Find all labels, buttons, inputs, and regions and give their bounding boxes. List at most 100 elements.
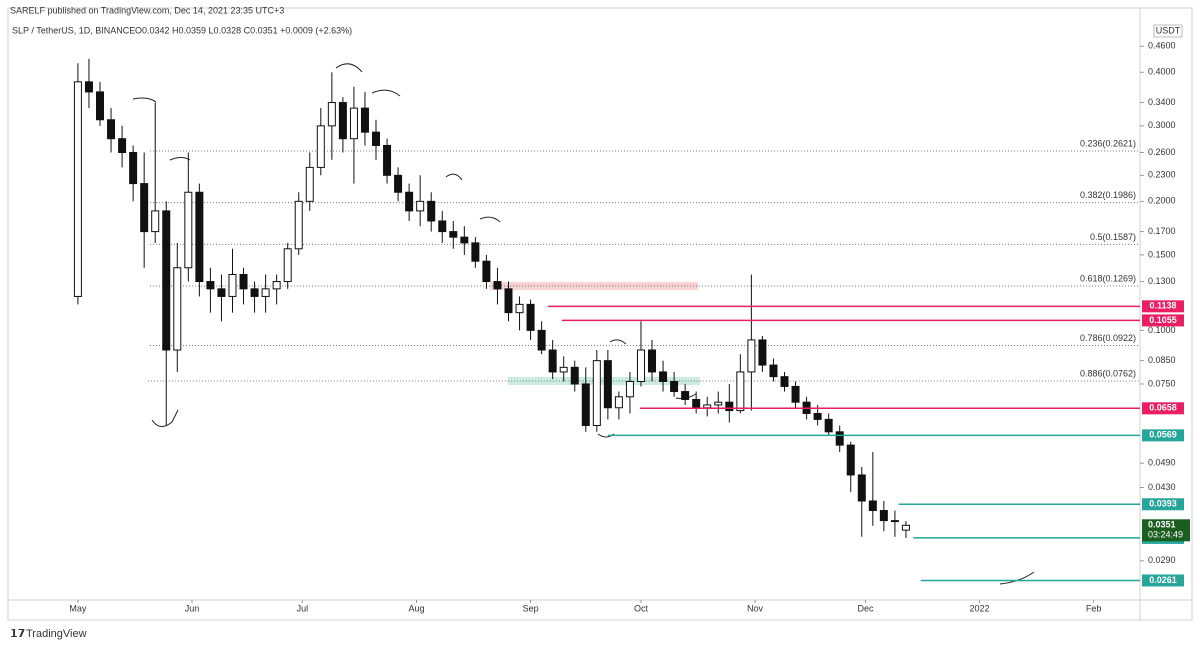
candle-body	[791, 385, 800, 403]
currency-box	[1153, 24, 1183, 38]
chart-title: SLP / TetherUS, 1D, BINANCE	[12, 25, 135, 35]
x-tick-label: Dec	[857, 603, 874, 613]
candle-body	[703, 404, 712, 409]
candle-body	[515, 303, 524, 314]
candle-body	[151, 210, 160, 233]
x-tick-label: Jun	[185, 603, 200, 613]
price-label-box	[1142, 402, 1184, 415]
candle-body	[96, 91, 105, 121]
x-tick-label: Jul	[297, 603, 309, 613]
candle-body	[184, 191, 193, 269]
arrow	[479, 216, 501, 223]
candle-body	[548, 349, 557, 373]
price-label-box	[1142, 429, 1184, 442]
arrow	[151, 409, 179, 427]
candle-body	[482, 260, 491, 283]
candle-body	[835, 431, 844, 446]
x-tick-label: Nov	[747, 603, 764, 613]
candle-body	[195, 191, 204, 283]
candle-body	[206, 281, 215, 290]
y-tick-label: 0.0290	[1148, 555, 1176, 565]
candle-body	[592, 360, 601, 426]
price-label: 0.0393	[1149, 499, 1177, 509]
brand: TradingView	[26, 628, 87, 640]
candle-body	[84, 81, 93, 93]
x-tick-label: May	[69, 603, 87, 613]
candle-body	[449, 231, 458, 238]
y-tick-label: 0.4000	[1148, 67, 1176, 77]
x-tick-label: 2022	[970, 603, 990, 613]
candle-body	[758, 339, 767, 366]
candle-body	[283, 248, 292, 283]
candle-body	[504, 288, 513, 314]
y-tick-label: 0.2000	[1148, 196, 1176, 206]
candle-body	[526, 303, 535, 331]
candle-body	[394, 174, 403, 193]
candle-body	[460, 236, 469, 244]
candle-body	[537, 329, 546, 351]
candle-body	[559, 366, 568, 373]
y-tick-label: 0.2600	[1148, 147, 1176, 157]
y-tick-label: 0.0490	[1148, 458, 1176, 468]
last-price-box	[1142, 519, 1190, 542]
arrow	[371, 89, 401, 97]
fib-label: 0.618(0.1269)	[1080, 273, 1136, 283]
candle-body	[614, 396, 623, 409]
candle-body	[581, 383, 590, 426]
x-tick-label: Feb	[1086, 603, 1102, 613]
candle-body	[493, 281, 502, 290]
y-tick-label: 0.0430	[1148, 482, 1176, 492]
arrow	[132, 97, 157, 103]
frame	[7, 7, 1193, 621]
fib-label: 0.786(0.0922)	[1080, 333, 1136, 343]
price-label-box	[1142, 300, 1184, 313]
y-tick-label: 0.4600	[1148, 41, 1176, 51]
candle-body	[636, 349, 645, 382]
candle-body	[316, 125, 325, 168]
candle-body	[372, 131, 381, 146]
candle-body	[692, 398, 701, 409]
countdown: 03:24:49	[1148, 530, 1183, 540]
currency: USDT	[1156, 25, 1181, 35]
logo-mark: 𝟭𝟳	[10, 628, 25, 640]
candle-body	[736, 371, 745, 412]
price-label: 0.0658	[1149, 403, 1177, 413]
candle-body	[228, 274, 237, 297]
candle-body	[140, 183, 149, 233]
candle-body	[471, 242, 480, 262]
price-label-box	[1142, 574, 1184, 587]
candle-body	[648, 349, 657, 373]
candle-body	[879, 510, 888, 522]
y-tick-label: 0.3400	[1148, 97, 1176, 107]
y-tick-label: 0.0850	[1148, 355, 1176, 365]
price-label: 0.1138	[1149, 301, 1176, 311]
candle-body	[901, 524, 910, 531]
candle-body	[349, 107, 358, 140]
arrow	[609, 339, 627, 345]
price-label-box	[1142, 314, 1184, 327]
candle-body	[603, 360, 612, 409]
candle-body	[824, 418, 833, 433]
price-label: 0.1055	[1149, 315, 1177, 325]
price-label: 0.0569	[1149, 430, 1177, 440]
arrow	[445, 173, 463, 181]
candle-body	[107, 119, 116, 140]
candle-body	[427, 200, 436, 222]
y-tick-label: 0.2300	[1148, 170, 1176, 180]
candle-body	[670, 380, 679, 393]
candle-body	[769, 364, 778, 378]
candle-body	[129, 151, 138, 185]
candle-body	[438, 220, 447, 233]
candle-body	[118, 138, 127, 153]
candle-body	[857, 474, 866, 502]
candle-body	[659, 371, 668, 382]
candle-body	[681, 391, 690, 400]
y-tick-label: 0.1300	[1148, 276, 1176, 286]
candle-body	[868, 500, 877, 512]
y-tick-label: 0.1700	[1148, 226, 1176, 236]
fib-label: 0.236(0.2621)	[1080, 138, 1136, 148]
x-tick-label: Sep	[523, 603, 539, 613]
candle-body	[625, 380, 634, 398]
candle-body	[383, 144, 392, 176]
